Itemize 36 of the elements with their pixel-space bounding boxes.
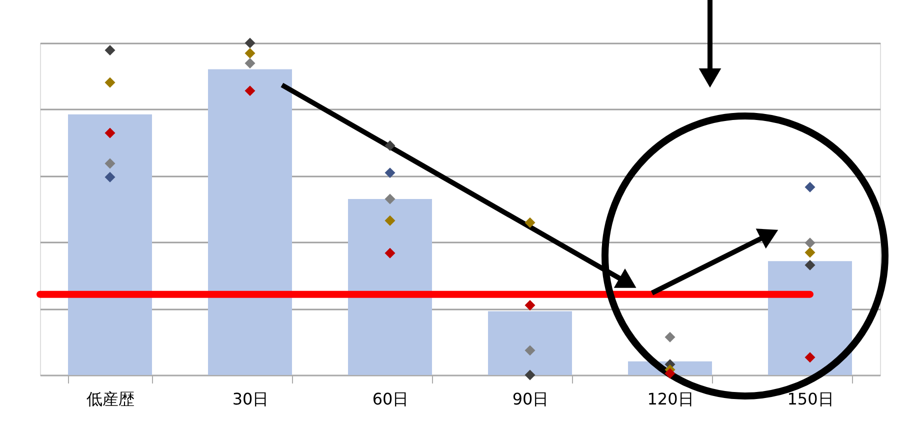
x-tick-label: 60日 — [372, 390, 409, 408]
point — [244, 48, 256, 59]
x-tick-label: 低産歴 — [86, 390, 134, 408]
point — [384, 215, 396, 226]
point — [104, 77, 116, 88]
x-tick-label: 90日 — [512, 390, 549, 408]
point — [804, 352, 816, 363]
point — [524, 345, 536, 356]
point — [804, 238, 816, 248]
bar — [208, 69, 292, 375]
x-tick-label: 120日 — [647, 390, 694, 408]
bar — [768, 261, 852, 375]
bar — [68, 114, 152, 375]
x-tick-label: 150日 — [787, 390, 834, 408]
point — [804, 260, 816, 270]
point — [384, 168, 396, 178]
point — [104, 158, 116, 169]
point — [524, 300, 536, 311]
point — [804, 247, 816, 258]
bar — [488, 311, 572, 375]
point — [104, 45, 116, 56]
point — [244, 86, 256, 96]
point — [244, 58, 256, 68]
point — [244, 38, 256, 48]
point — [524, 217, 536, 228]
x-tick-label: 30日 — [232, 390, 269, 408]
point — [664, 368, 676, 379]
point — [804, 182, 816, 192]
point — [524, 370, 536, 380]
point — [384, 248, 396, 258]
point — [664, 332, 676, 342]
point — [104, 128, 116, 138]
point — [104, 172, 116, 182]
bar — [348, 199, 432, 375]
point — [384, 194, 396, 204]
point — [384, 140, 396, 151]
